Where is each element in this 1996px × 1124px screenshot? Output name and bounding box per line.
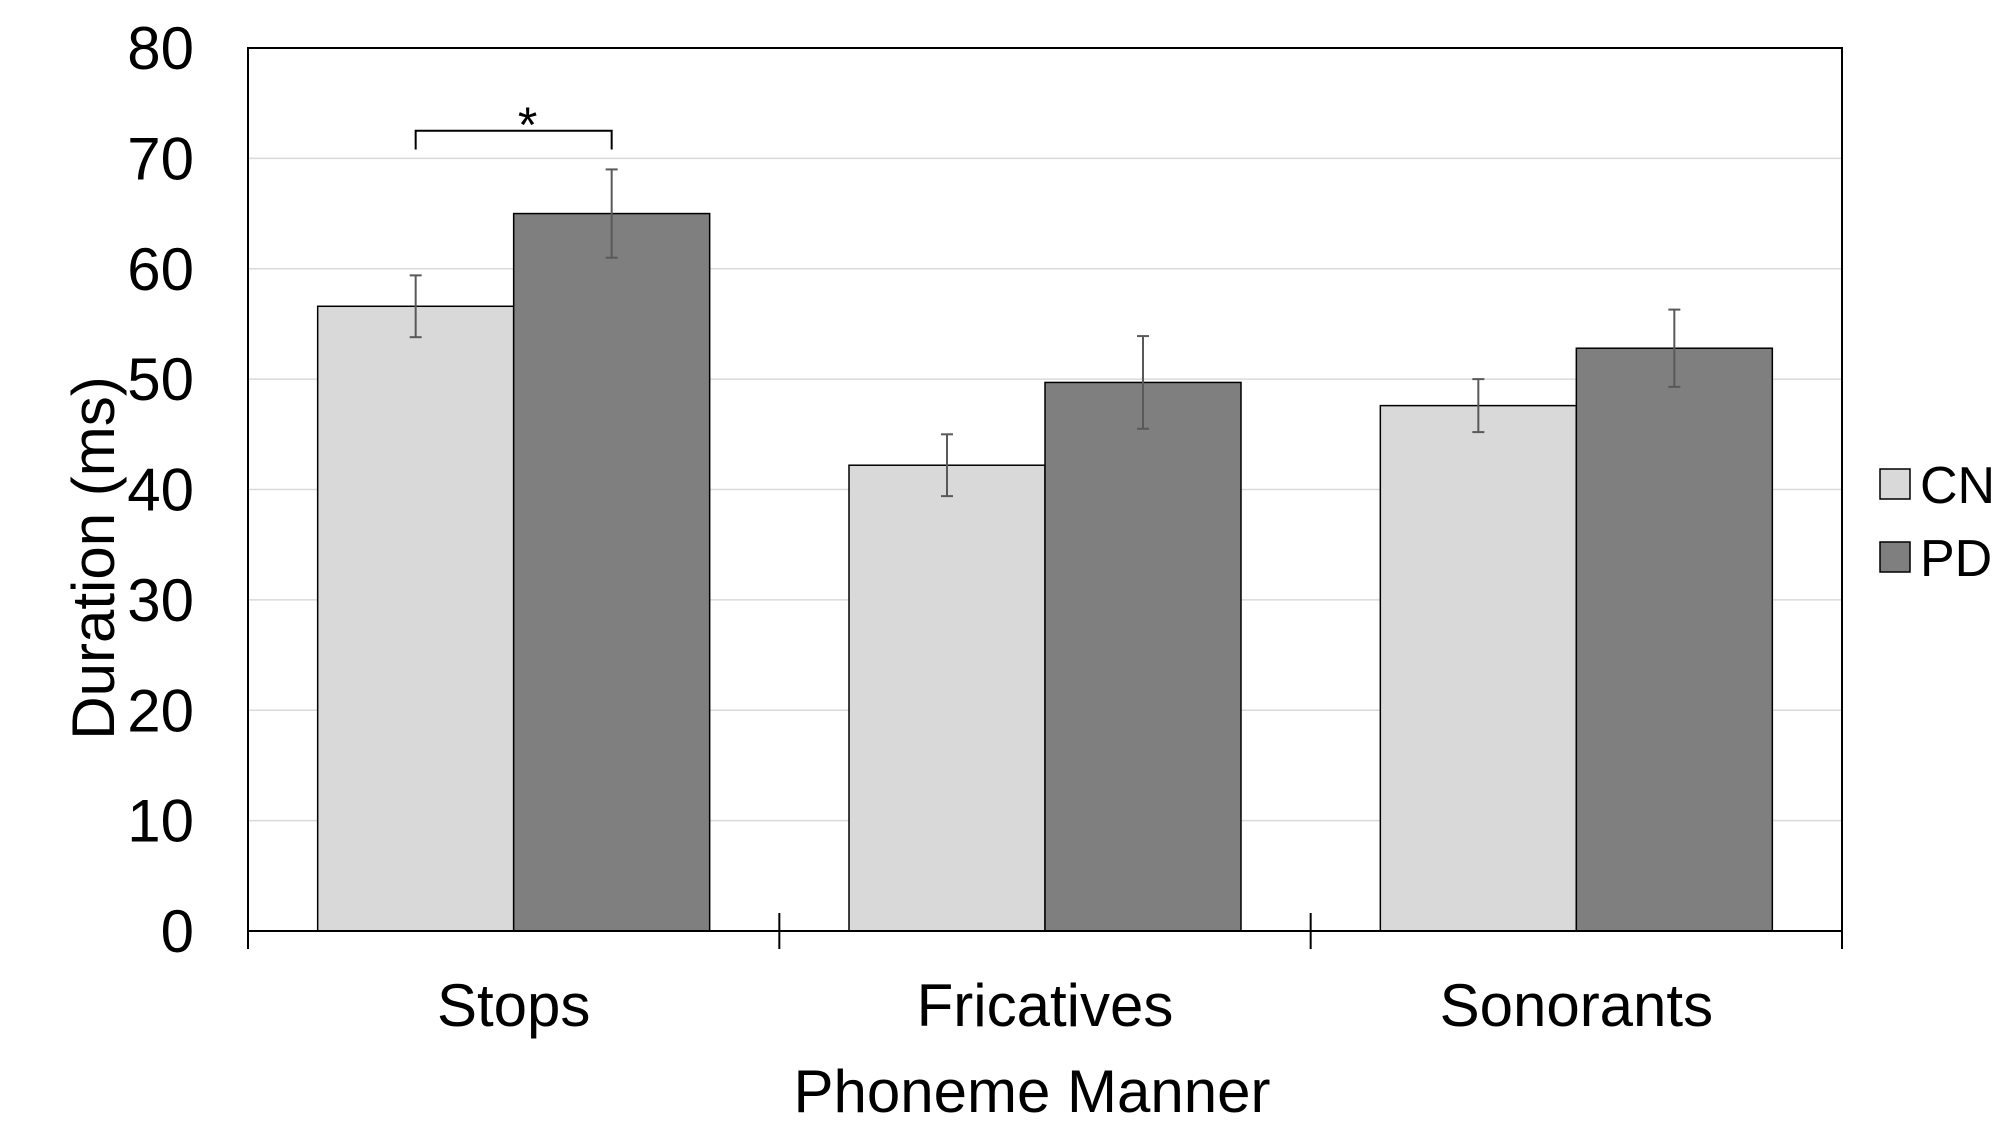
y-tick-label: 30 xyxy=(127,567,194,634)
legend-swatch-cn xyxy=(1879,468,1911,500)
y-tick-label: 0 xyxy=(161,898,194,965)
bars xyxy=(316,212,1774,932)
bar-pd-fricatives xyxy=(1044,381,1242,932)
y-tick-label: 70 xyxy=(127,125,194,192)
y-tick-label: 60 xyxy=(127,236,194,303)
significance-label: * xyxy=(518,97,537,153)
y-tick-label: 80 xyxy=(127,15,194,82)
y-tick-label: 40 xyxy=(127,457,194,524)
legend-swatch-pd xyxy=(1879,541,1911,573)
x-category-labels: Stops Fricatives Sonorants xyxy=(437,972,1713,1039)
x-axis-title: Phoneme Manner xyxy=(794,1058,1271,1124)
bar-pd-sonorants xyxy=(1575,347,1774,932)
plot-frame xyxy=(247,47,1843,932)
y-tick-label: 10 xyxy=(127,788,194,855)
x-category-label: Sonorants xyxy=(1440,972,1714,1039)
legend-label-cn: CN xyxy=(1920,457,1995,515)
bar-cn-fricatives xyxy=(848,464,1046,932)
y-tick-label: 20 xyxy=(127,677,194,744)
legend: CN PD xyxy=(1879,457,1995,588)
significance-annotations: * xyxy=(414,97,613,153)
bar-pd-stops xyxy=(512,212,711,932)
y-axis-title: Duration (ms) xyxy=(60,376,127,739)
bar-cn-sonorants xyxy=(1379,404,1578,932)
x-category-label: Stops xyxy=(437,972,590,1039)
y-tick-label: 50 xyxy=(127,346,194,413)
axes xyxy=(247,47,1843,949)
significance-bracket xyxy=(414,129,613,150)
error-bars xyxy=(409,168,1681,498)
x-category-label: Fricatives xyxy=(917,972,1174,1039)
bar-cn-stops xyxy=(316,305,515,932)
y-tick-labels: 0 10 20 30 40 50 60 70 80 xyxy=(127,15,194,965)
legend-label-pd: PD xyxy=(1920,530,1992,588)
